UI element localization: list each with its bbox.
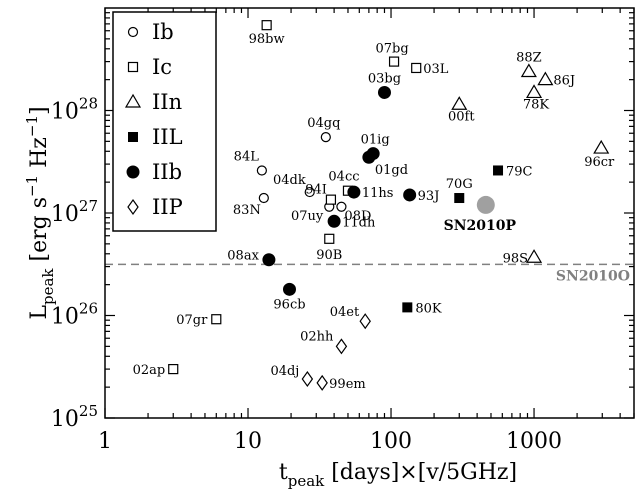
label-01ig: 01ig <box>361 133 390 148</box>
legend-marker-iin <box>124 93 142 108</box>
point-04gq <box>320 132 331 143</box>
point-01gd <box>362 150 376 164</box>
label-00ft: 00ft <box>448 109 475 124</box>
label-07uy: 07uy <box>291 209 324 224</box>
x-tick-label: 1 <box>98 429 112 454</box>
label-88z: 88Z <box>516 51 542 66</box>
label-98bw: 98bw <box>249 32 285 47</box>
label-03l: 03L <box>423 62 449 77</box>
point-86j <box>537 71 554 86</box>
sn2010o-label: SN2010O <box>556 268 630 284</box>
point-11hs <box>347 185 361 199</box>
label-99em: 99em <box>329 377 366 392</box>
label-93j: 93J <box>418 189 440 204</box>
point-96cr <box>593 139 610 154</box>
label-90b: 90B <box>316 248 342 263</box>
sn2010p-marker <box>476 195 495 214</box>
point-94i <box>325 194 337 205</box>
point-83n <box>258 192 269 204</box>
point-70g <box>454 193 465 204</box>
point-03bg <box>377 85 391 99</box>
label-79c: 79C <box>506 164 533 179</box>
point-98bw <box>261 20 272 31</box>
y-axis-title: Lpeak [erg s−1 Hz−1] <box>23 106 57 319</box>
y-tick-label: 1026 <box>51 300 98 330</box>
label-96cb: 96cb <box>273 297 305 312</box>
label-04et: 04et <box>330 305 360 320</box>
label-01gd: 01gd <box>375 163 408 178</box>
label-84l: 84L <box>234 149 260 164</box>
point-07gr <box>211 314 222 325</box>
x-axis-title: tpeak [days]×[v/5GHz] <box>279 460 517 489</box>
label-11hs: 11hs <box>362 186 394 201</box>
point-90b <box>324 233 335 244</box>
point-00ft <box>451 96 468 110</box>
point-99em <box>316 374 328 391</box>
y-tick-label: 1025 <box>51 402 98 432</box>
sn2010p-label: SN2010P <box>444 218 517 234</box>
point-93j <box>403 188 417 202</box>
label-70g: 70G <box>446 177 473 192</box>
x-tick-label: 10 <box>234 429 262 454</box>
point-02hh <box>335 338 348 355</box>
label-86j: 86J <box>553 74 575 89</box>
legend-label-iip: IIP <box>152 195 183 219</box>
label-03bg: 03bg <box>368 71 401 86</box>
point-96cb <box>282 282 296 296</box>
label-04dk: 04dk <box>273 173 306 188</box>
legend-label-iil: IIL <box>152 125 183 149</box>
point-78k <box>525 84 543 99</box>
x-tick-label: 1000 <box>506 429 562 454</box>
label-02ap: 02ap <box>133 363 166 378</box>
legend-label-iin: IIn <box>152 90 182 114</box>
label-08ax: 08ax <box>227 249 259 264</box>
label-78k: 78K <box>523 97 550 112</box>
label-07gr: 07gr <box>176 313 208 328</box>
legend-marker-iil <box>128 132 138 142</box>
point-07bg <box>388 56 400 67</box>
point-08ax <box>262 253 276 267</box>
point-80k <box>402 302 413 313</box>
label-08d: 08D <box>344 209 371 224</box>
y-tick-label: 1028 <box>51 95 98 125</box>
legend-marker-iib <box>126 165 140 179</box>
point-88z <box>520 63 537 78</box>
point-02ap <box>168 363 179 375</box>
legend-label-ib: Ib <box>152 20 174 44</box>
legend-marker-ib <box>127 26 139 38</box>
label-04cc: 04cc <box>328 170 359 185</box>
label-04dj: 04dj <box>270 364 299 379</box>
label-11dh: 11dh <box>342 215 376 230</box>
label-98s: 98S <box>503 251 528 266</box>
point-04et <box>359 313 371 330</box>
label-02hh: 02hh <box>300 329 334 344</box>
data-markers <box>168 20 610 391</box>
label-07bg: 07bg <box>375 42 408 57</box>
point-79c <box>493 165 504 176</box>
legend-box <box>112 11 217 232</box>
point-84l <box>256 165 267 176</box>
axis-ticks: 1 10 100 1000 1025 1026 1027 1028 <box>51 8 635 454</box>
point-04dj <box>301 370 314 388</box>
legend-marker-iip <box>127 198 139 216</box>
point-11dh <box>327 214 341 228</box>
label-83n: 83N <box>233 203 261 218</box>
label-80k: 80K <box>415 301 442 316</box>
legend-marker-ic <box>127 61 139 73</box>
legend-label-iib: IIb <box>152 160 182 184</box>
point-98s <box>525 249 543 263</box>
label-04gq: 04gq <box>307 116 340 131</box>
point-03l <box>411 62 422 74</box>
point-04dk <box>304 186 315 198</box>
y-tick-label: 1027 <box>51 197 98 227</box>
label-96cr: 96cr <box>584 155 615 170</box>
label-94i: 94I <box>305 183 327 198</box>
point-08d <box>336 201 347 212</box>
legend: Ib Ic IIn IIL IIb IIP <box>124 20 183 219</box>
legend-label-ic: Ic <box>152 55 172 79</box>
x-tick-label: 100 <box>370 429 412 454</box>
